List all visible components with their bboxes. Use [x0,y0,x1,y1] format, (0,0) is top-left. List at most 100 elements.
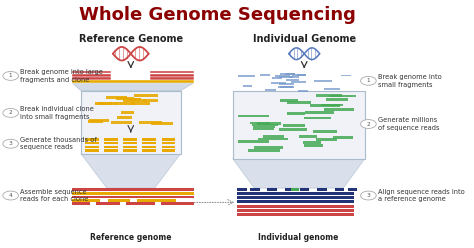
Bar [95,102,112,105]
Bar [72,192,194,195]
Bar [116,97,134,100]
Bar [280,99,298,102]
Polygon shape [72,83,194,91]
Bar [304,117,331,119]
Bar [233,91,365,158]
Text: 4: 4 [9,193,12,198]
Bar [98,102,117,105]
Bar [253,127,274,130]
Bar [77,196,119,198]
Text: Break genome into
small fragments: Break genome into small fragments [378,74,442,88]
Bar [123,99,146,102]
Bar [292,74,306,76]
Bar [106,96,127,99]
Circle shape [361,76,376,85]
Bar [321,103,343,106]
Bar [310,104,340,107]
Bar [278,86,293,88]
Bar [72,80,194,83]
Bar [131,102,150,105]
Circle shape [361,120,376,128]
Text: 1: 1 [9,73,12,78]
Text: 2: 2 [366,122,370,126]
Bar [298,90,308,92]
Bar [150,77,194,80]
Text: Break genome into large
fragments and clone: Break genome into large fragments and cl… [20,69,103,83]
Bar [89,119,109,122]
Bar [151,122,173,125]
Bar [150,71,194,73]
Bar [317,138,337,141]
Bar [134,94,158,97]
Text: Individual genome: Individual genome [257,233,338,242]
Bar [255,146,283,149]
Bar [121,111,135,114]
Bar [303,141,321,144]
Bar [291,188,299,190]
Bar [279,76,292,78]
Bar [335,188,344,190]
Bar [117,116,132,119]
Bar [299,135,317,138]
Bar [237,192,354,195]
Bar [72,195,123,198]
Bar [283,124,305,126]
Bar [128,98,141,101]
Bar [143,146,156,148]
Text: Generate millions
of sequence reads: Generate millions of sequence reads [378,117,439,131]
Bar [115,102,135,105]
Bar [81,91,181,154]
Bar [104,142,118,144]
Bar [143,142,156,144]
Text: Break individual clone
into small fragments: Break individual clone into small fragme… [20,106,94,120]
Bar [237,213,354,216]
Bar [325,88,340,90]
Bar [88,120,103,123]
Bar [250,188,260,190]
Polygon shape [233,158,365,188]
Bar [127,202,155,205]
Bar [297,74,306,76]
Bar [279,83,294,85]
Text: Align sequence reads into
a reference genome: Align sequence reads into a reference ge… [378,189,465,202]
Bar [162,142,175,144]
Bar [123,146,137,148]
Bar [280,86,293,88]
Bar [139,121,162,124]
Bar [237,196,354,199]
Bar [72,199,100,202]
Bar [238,75,255,77]
Bar [250,122,270,124]
Bar [290,76,299,78]
Bar [300,188,310,190]
Bar [104,138,118,141]
Bar [72,196,115,198]
Bar [314,80,332,82]
Bar [280,73,295,75]
Polygon shape [81,154,181,188]
Bar [257,122,281,125]
Bar [173,195,194,198]
Bar [287,101,311,104]
Circle shape [361,191,376,200]
Bar [162,138,175,141]
Text: Generate thousands of
sequence reads: Generate thousands of sequence reads [20,137,97,151]
Bar [85,138,99,141]
Bar [123,138,137,141]
Bar [237,115,269,118]
Bar [100,196,143,198]
Bar [104,149,118,152]
Bar [72,202,90,205]
Bar [133,196,175,198]
Bar [237,200,354,203]
Bar [72,196,115,198]
Bar [108,199,130,202]
Bar [267,188,277,190]
Circle shape [3,71,18,80]
Text: 2: 2 [9,110,12,115]
Bar [285,188,294,190]
Bar [237,188,246,190]
Bar [137,199,176,202]
Bar [279,128,307,131]
Text: Whole Genome Sequencing: Whole Genome Sequencing [79,6,356,25]
